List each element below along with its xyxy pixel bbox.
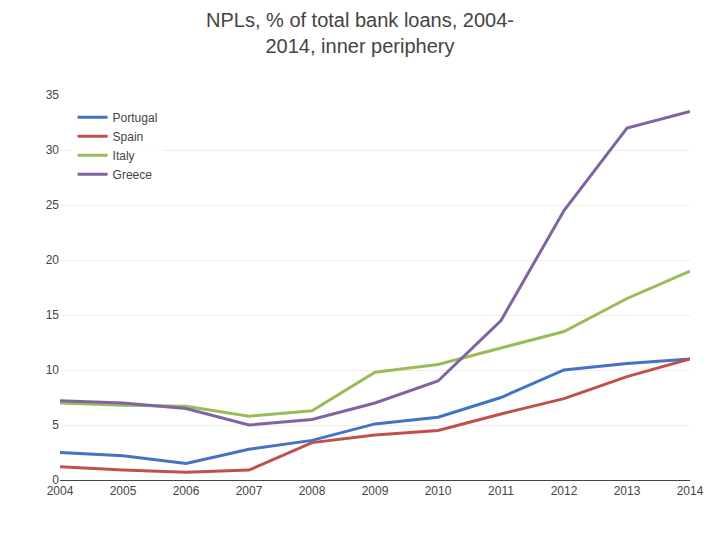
svg-text:2009: 2009 [362,484,389,498]
svg-text:Italy: Italy [113,149,135,163]
svg-text:Greece: Greece [113,168,153,182]
svg-text:Portugal: Portugal [113,111,158,125]
svg-text:2008: 2008 [299,484,326,498]
svg-text:5: 5 [52,418,59,432]
svg-text:2007: 2007 [236,484,263,498]
svg-text:25: 25 [46,198,60,212]
svg-text:2012: 2012 [551,484,578,498]
svg-text:2011: 2011 [488,484,514,498]
svg-text:2004: 2004 [47,484,74,498]
svg-text:20: 20 [46,253,60,267]
svg-text:35: 35 [46,88,60,102]
svg-text:2010: 2010 [425,484,452,498]
svg-text:15: 15 [46,308,60,322]
svg-text:2005: 2005 [110,484,137,498]
svg-text:0: 0 [52,473,59,487]
svg-text:NPLs, % of total bank loans, 2: NPLs, % of total bank loans, 2004-2014, … [206,9,514,57]
svg-text:2013: 2013 [614,484,641,498]
svg-text:10: 10 [46,363,60,377]
svg-text:Spain: Spain [113,130,144,144]
svg-text:30: 30 [46,143,60,157]
svg-text:2006: 2006 [173,484,200,498]
svg-text:2014: 2014 [677,484,704,498]
